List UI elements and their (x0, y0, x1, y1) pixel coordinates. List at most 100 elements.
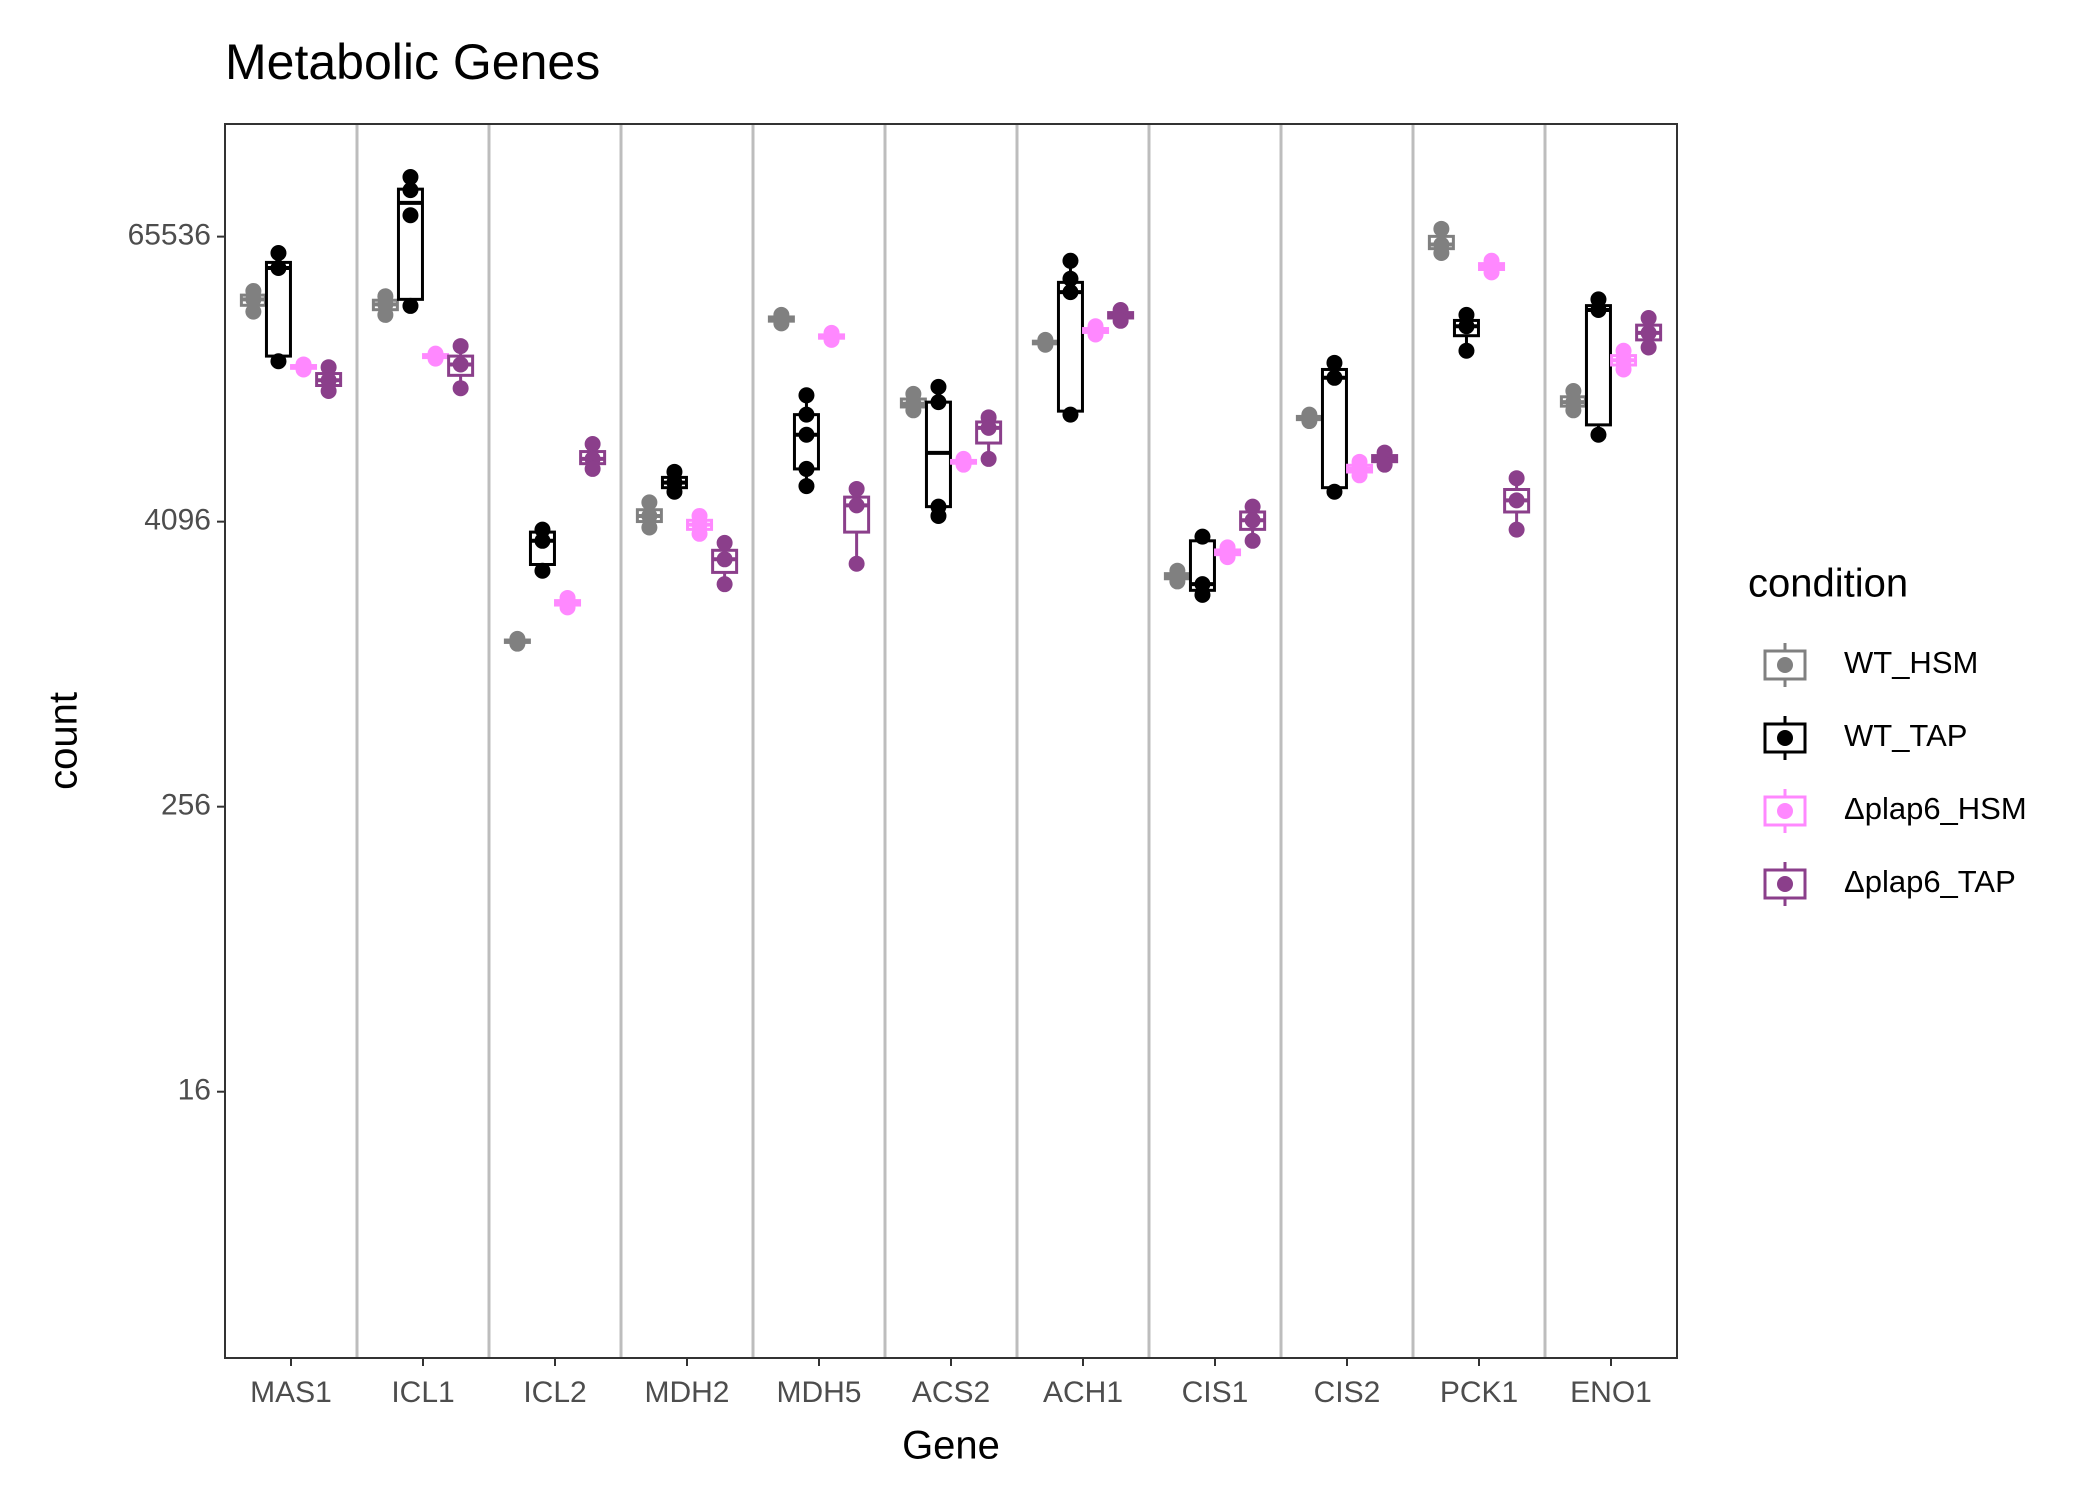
x-tick-label: ACS2 (912, 1376, 990, 1409)
point (930, 394, 947, 411)
legend-key (1777, 657, 1793, 673)
point (823, 331, 840, 348)
point (1615, 361, 1632, 378)
point (930, 378, 947, 395)
x-tick-label: MAS1 (250, 1376, 332, 1409)
point (1062, 252, 1079, 269)
point (716, 534, 733, 551)
point (1565, 382, 1582, 399)
x-tick-label: CIS2 (1314, 1376, 1381, 1409)
point (534, 532, 551, 549)
point (1590, 301, 1607, 318)
x-tick-label: ACH1 (1043, 1376, 1123, 1409)
point (641, 507, 658, 524)
point (1326, 483, 1343, 500)
point (1483, 264, 1500, 281)
point (1640, 309, 1657, 326)
y-tick-label: 256 (161, 789, 211, 822)
point (641, 494, 658, 511)
point (245, 303, 262, 320)
point (320, 359, 337, 376)
point (798, 460, 815, 477)
point (377, 306, 394, 323)
y-tick-label: 16 (178, 1074, 211, 1107)
point (559, 599, 576, 616)
point (1376, 456, 1393, 473)
point (534, 562, 551, 579)
legend-key (1777, 803, 1793, 819)
point (1087, 326, 1104, 343)
point (1640, 339, 1657, 356)
legend-label: WT_HSM (1844, 645, 1978, 680)
point (270, 353, 287, 370)
point (848, 497, 865, 514)
point (509, 635, 526, 652)
point (427, 350, 444, 367)
x-tick-label: ENO1 (1570, 1376, 1652, 1409)
point (1590, 426, 1607, 443)
point (905, 402, 922, 419)
legend-label: Δplap6_TAP (1844, 864, 2016, 899)
point (1508, 521, 1525, 538)
point (1219, 549, 1236, 566)
point (1458, 342, 1475, 359)
point (584, 435, 601, 452)
point (1194, 586, 1211, 603)
point (1244, 498, 1261, 515)
point (1458, 318, 1475, 335)
x-tick-label: ICL2 (523, 1376, 586, 1409)
point (1169, 573, 1186, 590)
point (773, 315, 790, 332)
legend-key (1777, 730, 1793, 746)
point (641, 519, 658, 536)
point (1112, 312, 1129, 329)
point (1062, 406, 1079, 423)
point (1194, 528, 1211, 545)
point (402, 207, 419, 224)
plot-border (224, 123, 1678, 1359)
point (798, 406, 815, 423)
point (452, 338, 469, 355)
x-tick-label: MDH2 (644, 1376, 729, 1409)
point (452, 380, 469, 397)
point (320, 382, 337, 399)
point (402, 182, 419, 199)
point (980, 419, 997, 436)
point (980, 450, 997, 467)
point (1244, 512, 1261, 529)
x-tick-label: MDH5 (776, 1376, 861, 1409)
point (1301, 413, 1318, 430)
point (245, 291, 262, 308)
box (843, 495, 871, 534)
point (1062, 270, 1079, 287)
legend-label: WT_TAP (1844, 718, 1967, 753)
y-axis-title: count (42, 692, 86, 790)
point (1508, 470, 1525, 487)
chart-title: Metabolic Genes (225, 34, 600, 90)
point (798, 387, 815, 404)
x-tick-label: CIS1 (1182, 1376, 1249, 1409)
legend-key (1777, 876, 1793, 892)
point (1244, 532, 1261, 549)
point (930, 507, 947, 524)
point (1037, 336, 1054, 353)
point (666, 483, 683, 500)
legend-key (1763, 795, 1807, 827)
point (716, 576, 733, 593)
point (716, 551, 733, 568)
point (1326, 369, 1343, 386)
point (798, 426, 815, 443)
point (1565, 402, 1582, 419)
legend-title: condition (1748, 562, 1908, 606)
point (955, 456, 972, 473)
point (1508, 492, 1525, 509)
point (295, 361, 312, 378)
point (1351, 467, 1368, 484)
point (1433, 244, 1450, 261)
point (1062, 284, 1079, 301)
x-tick-label: ICL1 (391, 1376, 454, 1409)
legend-label: Δplap6_HSM (1844, 791, 2027, 826)
point (798, 478, 815, 495)
